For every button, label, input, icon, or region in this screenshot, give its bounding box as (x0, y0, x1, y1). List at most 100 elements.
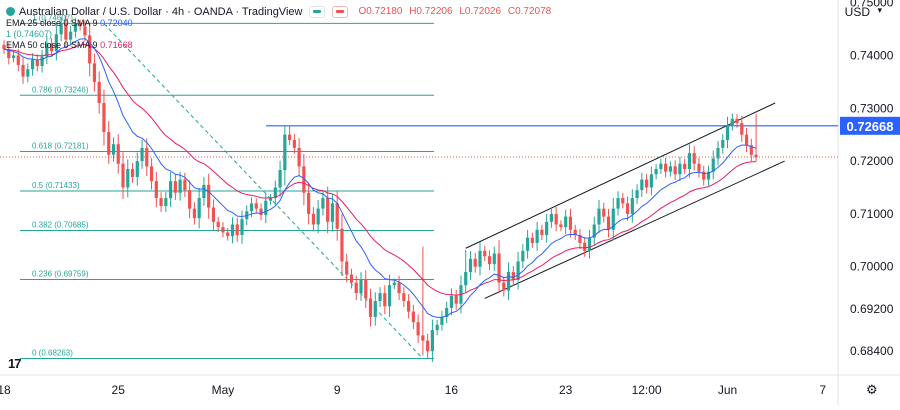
x-tick-label: 9 (334, 383, 341, 397)
level-price-tag (840, 116, 900, 135)
candle-body-up (449, 295, 454, 308)
candle-body-down (192, 208, 196, 219)
fib-top-legend: 1 (0.74607) (6, 29, 555, 40)
candle-body-down (454, 295, 458, 304)
ema25-legend[interactable]: EMA 25 close 0 SMA 9 0.72040 (6, 18, 555, 29)
candle-body-up (264, 200, 268, 215)
ema50-value: 0.71668 (100, 40, 133, 50)
fib-level-label: 1 (0.74607) (32, 13, 73, 22)
candle-body-down (311, 213, 315, 225)
x-tick-label: Jun (718, 383, 737, 397)
ema25-label: EMA 25 close 0 SMA 9 (6, 18, 98, 28)
candle-body-down (149, 166, 154, 182)
candle-body-up (140, 147, 144, 162)
candle-body-down (88, 35, 92, 64)
ema50-legend[interactable]: EMA 50 close 0 SMA 9 0.71668 (6, 40, 555, 51)
candle-body-down (50, 43, 54, 52)
candle-body-up (278, 170, 282, 188)
candle-body-down (340, 228, 344, 262)
candle-body-up (430, 330, 434, 352)
candle-body-down (97, 81, 101, 103)
candle-body-down (744, 134, 749, 146)
candle-body-up (611, 208, 615, 230)
candle-body-down (254, 203, 258, 209)
candle-body-up (730, 118, 734, 126)
candle-body-up (468, 258, 473, 273)
candle-body-up (526, 237, 530, 251)
candle-body-up (687, 153, 692, 170)
candle-body-down (416, 322, 420, 336)
candle-body-down (749, 145, 753, 155)
y-tick-label: 0.68400 (850, 344, 894, 358)
fib-level-label: 0.786 (0.73246) (32, 85, 89, 94)
candle-body-up (716, 147, 720, 159)
candle-body-up (492, 253, 496, 265)
candle-body-up (40, 56, 44, 67)
candle-body-down (411, 311, 415, 323)
channel-lower-line (484, 160, 785, 299)
ema50-line (3, 43, 757, 296)
candle-body-down (292, 139, 296, 148)
candle-body-up (283, 134, 287, 171)
candle-body-down (349, 274, 354, 283)
candle-body-up (321, 198, 325, 209)
x-tick-label: 23 (559, 383, 573, 397)
candle-body-up (549, 213, 553, 222)
candle-body-down (354, 282, 358, 294)
x-tick-label: 12:00 (632, 383, 662, 397)
candle-body-up (464, 272, 468, 286)
candle-body-down (226, 232, 230, 237)
settings-gear-icon[interactable]: ⚙ (866, 382, 878, 397)
candle-body-down (259, 208, 263, 215)
ohlc-values: O0.72180 H0.72206 L0.72026 C0.72078 (358, 6, 555, 17)
sell-indicator-icon[interactable] (332, 5, 349, 18)
candle-body-down (702, 171, 706, 180)
candle-body-down (402, 293, 406, 302)
candle-body-up (330, 203, 335, 222)
fib-level-label: 0 (0.68263) (32, 348, 73, 357)
buy-indicator-icon[interactable] (309, 5, 326, 18)
candle-body-down (754, 154, 758, 158)
candle-body-down (35, 59, 39, 67)
candle-body-down (568, 216, 573, 230)
candle-body-up (30, 59, 35, 70)
candle-body-down (583, 242, 587, 251)
chevron-down-icon[interactable]: ▾ (877, 5, 882, 15)
candle-body-up (640, 179, 644, 191)
candle-body-up (630, 198, 634, 214)
candle-body-down (697, 163, 701, 172)
candle-body-up (721, 139, 725, 148)
candle-body-down (645, 179, 649, 188)
ema25-value: 0.72040 (100, 18, 133, 28)
candle-body-up (268, 198, 273, 201)
candle-body-down (221, 227, 225, 233)
candle-body-down (107, 132, 111, 155)
level-price-label: 0.72668 (847, 119, 894, 134)
x-tick-label: May (212, 383, 235, 397)
candle-body-up (59, 23, 63, 35)
candle-body-down (511, 272, 515, 280)
candle-body-up (387, 285, 392, 307)
candle-body-up (711, 158, 715, 172)
candle-body-down (487, 256, 492, 265)
currency-selector[interactable]: USD (844, 5, 870, 19)
candle-body-down (154, 181, 158, 199)
candle-body-down (326, 198, 330, 222)
candle-body-up (392, 282, 396, 286)
candle-body-down (288, 134, 292, 140)
candle-body-up (635, 190, 639, 199)
candle-body-down (116, 144, 120, 164)
candle-body-up (706, 171, 711, 180)
candle-body-down (602, 208, 606, 217)
candle-body-down (473, 258, 477, 267)
candle-body-up (26, 69, 30, 77)
candle-body-down (64, 23, 68, 40)
y-tick-label: 0.72000 (850, 154, 894, 168)
candle-body-down (559, 224, 563, 228)
candle-body-up (111, 144, 116, 155)
y-tick-label: 0.74000 (850, 48, 894, 62)
fib-level-label: 0.618 (0.72181) (32, 142, 89, 151)
candle-body-down (364, 279, 368, 299)
